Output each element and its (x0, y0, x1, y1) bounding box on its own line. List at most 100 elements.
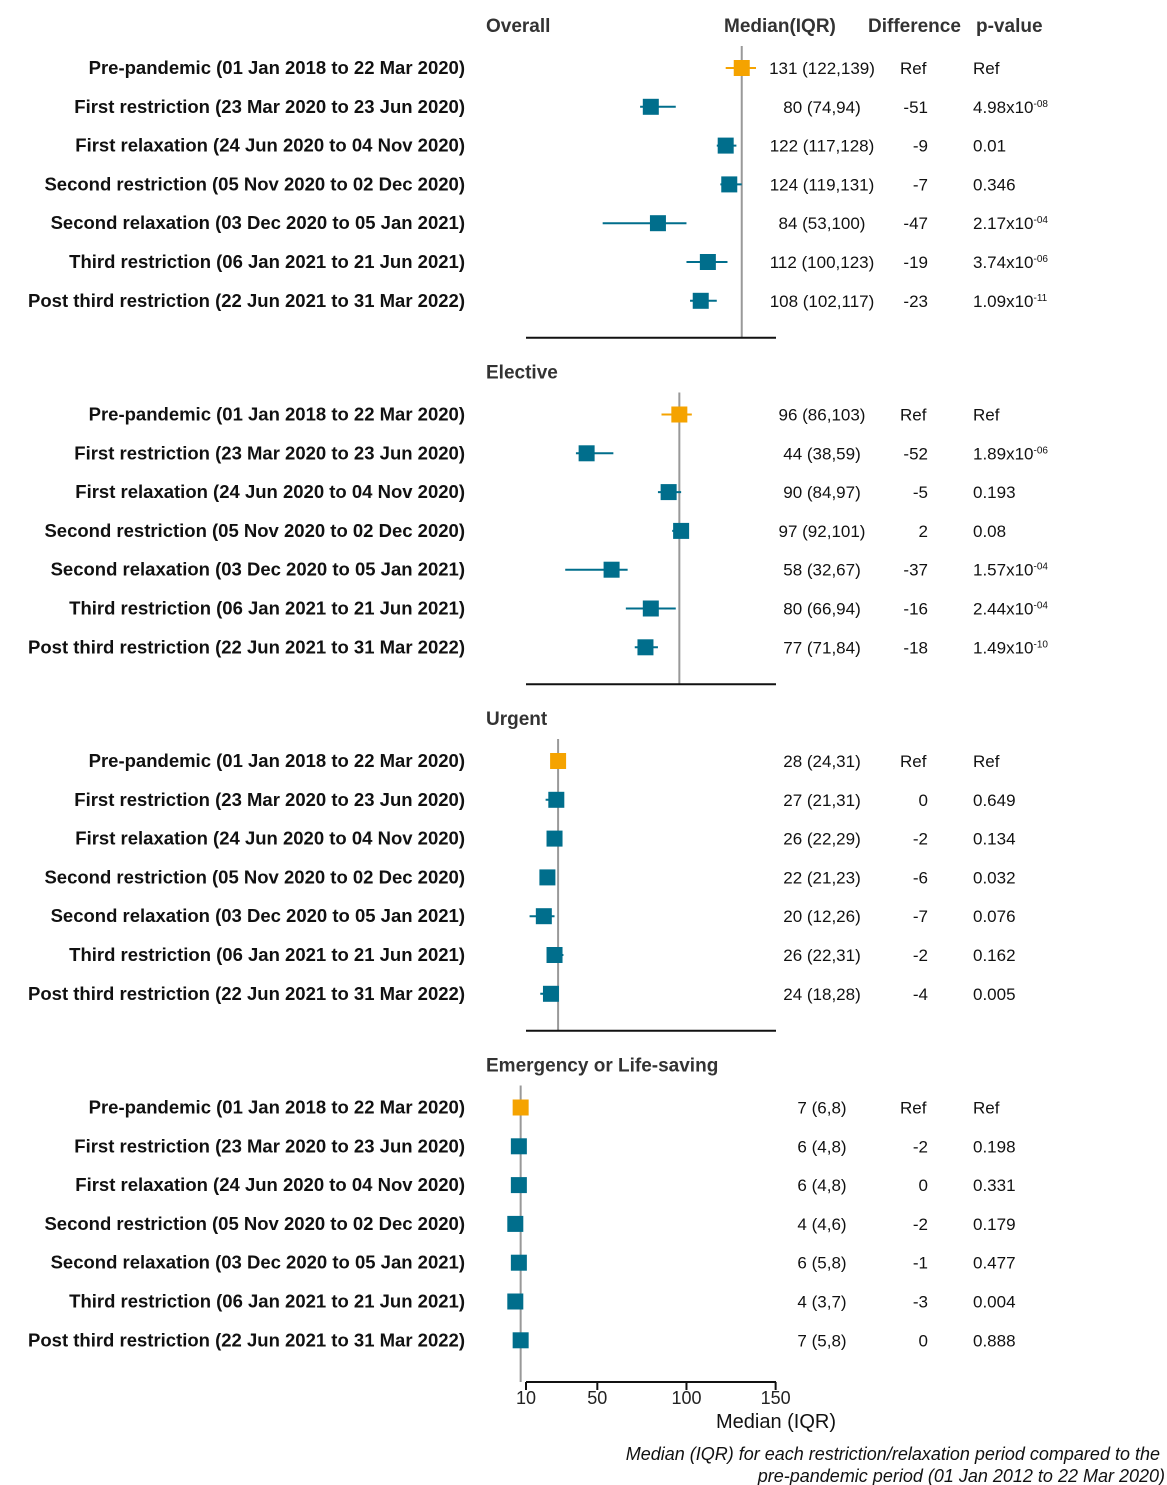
p-value: 0.193 (973, 483, 1016, 502)
p-value: 0.346 (973, 175, 1016, 194)
panel: Overall Pre-pandemic (01 Jan 2018 to 22 M… (28, 16, 1048, 339)
forest-row: Pre-pandemic (01 Jan 2018 to 22 Mar 2020… (89, 750, 1000, 771)
row-label: First relaxation (24 Jun 2020 to 04 Nov … (75, 828, 465, 849)
median-iqr-value: 26 (22,31) (783, 946, 861, 965)
median-iqr-value: 28 (24,31) (783, 752, 861, 771)
median-marker (512, 1332, 529, 1349)
forest-row: Pre-pandemic (01 Jan 2018 to 22 Mar 2020… (89, 404, 1000, 425)
header-p-value: p-value (976, 16, 1043, 37)
p-value-exponent: -08 (1034, 99, 1049, 110)
panel-title: Emergency or Life-saving (486, 1056, 718, 1077)
p-value-exponent: -11 (1034, 293, 1048, 304)
difference-value: -3 (913, 1293, 928, 1312)
difference-value: -16 (903, 600, 928, 619)
difference-value: 0 (919, 1331, 928, 1350)
row-label: First restriction (23 Mar 2020 to 23 Jun… (74, 1135, 465, 1156)
difference-value: -2 (913, 1215, 928, 1234)
p-value: 0.162 (973, 946, 1016, 965)
row-label: First restriction (23 Mar 2020 to 23 Jun… (74, 789, 465, 810)
median-iqr-value: 7 (5,8) (797, 1331, 846, 1350)
row-label: First relaxation (24 Jun 2020 to 04 Nov … (75, 135, 465, 156)
row-label: Post third restriction (22 Jun 2021 to 3… (28, 636, 465, 657)
median-iqr-value: 7 (6,8) (797, 1099, 846, 1118)
panel: Emergency or Life-saving Pre-pandemic (01… (28, 1056, 1016, 1382)
forest-row: Second restriction (05 Nov 2020 to 02 De… (44, 173, 1015, 194)
difference-value: -9 (913, 137, 928, 156)
x-axis: 10 50 100 150 (516, 1381, 791, 1408)
forest-row: Second restriction (05 Nov 2020 to 02 De… (44, 866, 1015, 887)
row-label: Third restriction (06 Jan 2021 to 21 Jun… (69, 598, 465, 619)
x-axis-label: Median (IQR) (716, 1411, 836, 1433)
difference-value: -23 (903, 292, 928, 311)
row-label: First relaxation (24 Jun 2020 to 04 Nov … (75, 481, 465, 502)
forest-row: First restriction (23 Mar 2020 to 23 Jun… (74, 1135, 1015, 1156)
median-iqr-value: 44 (38,59) (783, 444, 861, 463)
median-marker (671, 406, 688, 423)
median-marker (550, 753, 567, 769)
median-marker (578, 445, 595, 462)
panel: Urgent Pre-pandemic (01 Jan 2018 to 22 Ma… (28, 709, 1016, 1032)
median-marker (649, 215, 666, 232)
forest-panels: Overall Pre-pandemic (01 Jan 2018 to 22 M… (28, 16, 1048, 1382)
row-label: Second restriction (05 Nov 2020 to 02 De… (44, 1213, 465, 1234)
p-value: 0.477 (973, 1254, 1016, 1273)
median-marker (510, 1254, 527, 1271)
forest-row: Post third restriction (22 Jun 2021 to 3… (28, 290, 1048, 311)
row-label: Second relaxation (03 Dec 2020 to 05 Jan… (51, 1252, 465, 1273)
median-marker (546, 947, 563, 963)
forest-row: Third restriction (06 Jan 2021 to 21 Jun… (69, 598, 1048, 619)
row-label: Second relaxation (03 Dec 2020 to 05 Jan… (51, 559, 465, 580)
median-iqr-value: 77 (71,84) (783, 638, 861, 657)
median-iqr-value: 131 (122,139) (769, 59, 875, 78)
median-marker (642, 600, 659, 617)
p-value: 4.98x10-08 (973, 98, 1048, 117)
median-iqr-value: 22 (21,23) (783, 868, 861, 887)
p-value: 3.74x10-06 (973, 253, 1048, 272)
row-label: Post third restriction (22 Jun 2021 to 3… (28, 290, 465, 311)
median-iqr-value: 122 (117,128) (770, 137, 875, 156)
difference-value: -2 (913, 1137, 928, 1156)
row-label: First restriction (23 Mar 2020 to 23 Jun… (74, 442, 465, 463)
p-value: 1.09x10-11 (973, 292, 1048, 311)
median-iqr-value: 27 (21,31) (783, 791, 861, 810)
p-value: 1.49x10-10 (973, 638, 1048, 657)
median-marker (512, 1099, 529, 1116)
p-value: 0.01 (973, 137, 1006, 156)
difference-value: Ref (900, 1099, 927, 1118)
p-value: Ref (973, 752, 1000, 771)
median-marker (510, 1138, 527, 1155)
forest-row: First restriction (23 Mar 2020 to 23 Jun… (74, 442, 1048, 463)
forest-row: Second restriction (05 Nov 2020 to 02 De… (44, 520, 1006, 541)
median-marker (692, 292, 709, 309)
median-iqr-value: 6 (4,8) (797, 1137, 846, 1156)
difference-value: -2 (913, 830, 928, 849)
row-label: Pre-pandemic (01 Jan 2018 to 22 Mar 2020… (89, 750, 465, 771)
row-label: Pre-pandemic (01 Jan 2018 to 22 Mar 2020… (89, 57, 465, 78)
forest-row: Third restriction (06 Jan 2021 to 21 Jun… (69, 251, 1048, 272)
row-label: Second restriction (05 Nov 2020 to 02 De… (44, 173, 465, 194)
median-iqr-value: 24 (18,28) (783, 985, 861, 1004)
difference-value: -51 (903, 98, 928, 117)
header-median-iqr: Median(IQR) (724, 16, 836, 37)
difference-value: Ref (900, 406, 927, 425)
median-marker (699, 254, 716, 270)
median-marker (721, 176, 738, 193)
row-label: Third restriction (06 Jan 2021 to 21 Jun… (69, 251, 465, 272)
difference-value: -6 (913, 868, 928, 887)
difference-value: -52 (903, 444, 928, 463)
median-marker (642, 98, 659, 115)
median-iqr-value: 108 (102,117) (770, 292, 875, 311)
median-iqr-value: 26 (22,29) (783, 830, 861, 849)
median-iqr-value: 96 (86,103) (779, 406, 866, 425)
row-label: Post third restriction (22 Jun 2021 to 3… (28, 983, 465, 1004)
difference-value: 2 (919, 522, 928, 541)
forest-row: First relaxation (24 Jun 2020 to 04 Nov … (75, 828, 1015, 849)
median-marker (546, 830, 563, 847)
median-marker (542, 985, 559, 1002)
median-iqr-value: 90 (84,97) (783, 483, 861, 502)
p-value: 0.888 (973, 1331, 1016, 1350)
p-value-exponent: -06 (1034, 254, 1049, 265)
forest-row: Second relaxation (03 Dec 2020 to 05 Jan… (51, 559, 1049, 580)
row-label: Second relaxation (03 Dec 2020 to 05 Jan… (51, 905, 465, 926)
median-marker (717, 137, 734, 154)
